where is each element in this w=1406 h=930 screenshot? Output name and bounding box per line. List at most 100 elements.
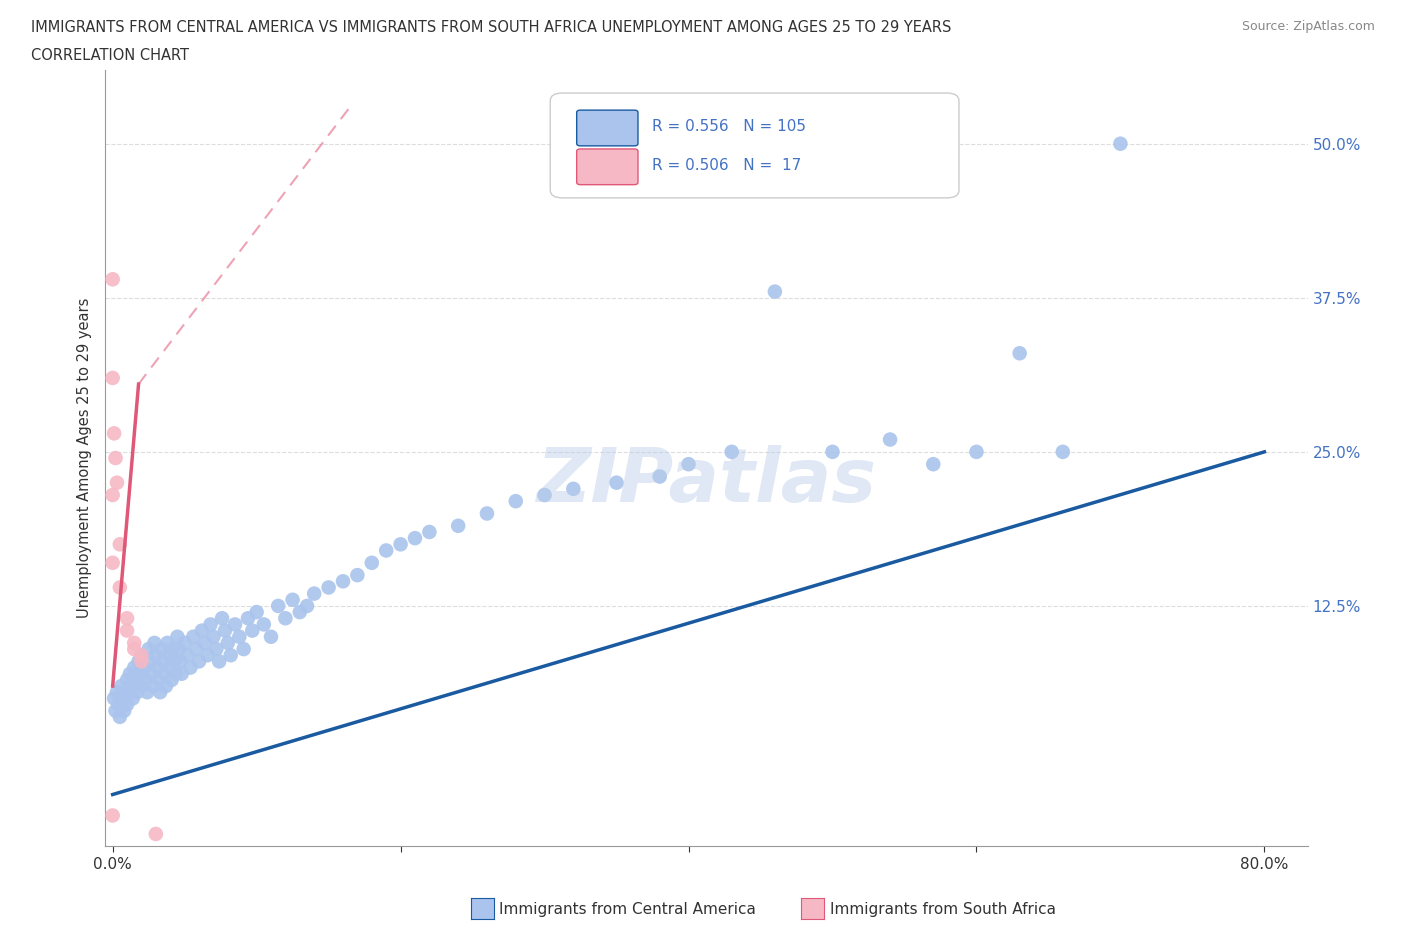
Point [253, 617, 276, 631]
Point [165, 666, 187, 681]
Point [101, 272, 124, 286]
Point [1109, 137, 1132, 152]
Point [224, 617, 246, 631]
Point [104, 703, 127, 718]
Point [118, 666, 141, 681]
Point [606, 475, 628, 490]
Point [389, 537, 412, 551]
Point [108, 710, 131, 724]
Point [105, 475, 128, 490]
Point [145, 648, 167, 663]
Point [232, 642, 254, 657]
Point [219, 648, 242, 663]
Point [103, 691, 125, 706]
Point [246, 604, 269, 619]
Point [117, 684, 139, 699]
Point [197, 648, 219, 663]
Point [475, 506, 498, 521]
Point [208, 654, 231, 669]
Point [191, 623, 214, 638]
Point [156, 635, 179, 650]
Point [295, 599, 318, 614]
Point [418, 525, 440, 539]
Point [181, 630, 204, 644]
Point [153, 666, 176, 681]
Point [188, 654, 211, 669]
Point [149, 684, 172, 699]
Point [260, 630, 283, 644]
Point [186, 642, 208, 657]
Point [160, 672, 183, 687]
Point [159, 660, 181, 675]
Point [965, 445, 987, 459]
Point [148, 672, 170, 687]
Point [533, 487, 555, 502]
Point [115, 698, 138, 712]
Point [146, 660, 169, 675]
Point [131, 648, 153, 663]
Point [114, 684, 136, 699]
Point [101, 487, 124, 502]
Point [288, 604, 311, 619]
Point [138, 642, 160, 657]
Point [143, 635, 166, 650]
Point [157, 648, 180, 663]
Point [135, 672, 157, 687]
Point [346, 567, 368, 582]
FancyBboxPatch shape [550, 93, 959, 198]
Point [127, 684, 149, 699]
Point [101, 808, 124, 823]
Point [214, 623, 236, 638]
Point [194, 635, 217, 650]
Point [821, 445, 844, 459]
Point [108, 537, 131, 551]
Point [1008, 346, 1031, 361]
Point [141, 666, 163, 681]
Point [128, 654, 150, 669]
Point [170, 666, 193, 681]
Point [155, 679, 177, 694]
Point [112, 703, 135, 718]
Point [173, 635, 195, 650]
Point [763, 285, 786, 299]
Point [129, 666, 152, 681]
Point [318, 580, 340, 595]
Point [162, 642, 184, 657]
Point [150, 642, 173, 657]
Point [145, 827, 167, 842]
Point [103, 426, 125, 441]
Text: Immigrants from South Africa: Immigrants from South Africa [830, 902, 1056, 917]
Point [302, 586, 325, 601]
Point [879, 432, 901, 447]
Point [648, 469, 671, 484]
Text: Immigrants from Central America: Immigrants from Central America [499, 902, 756, 917]
Point [274, 611, 297, 626]
Point [404, 531, 426, 546]
Point [1052, 445, 1074, 459]
Point [142, 679, 165, 694]
Point [105, 684, 128, 699]
Point [152, 654, 174, 669]
Point [131, 679, 153, 694]
Point [122, 660, 145, 675]
Point [166, 630, 188, 644]
Point [202, 630, 225, 644]
Point [267, 599, 290, 614]
Text: CORRELATION CHART: CORRELATION CHART [31, 48, 188, 63]
FancyBboxPatch shape [576, 149, 638, 185]
Point [200, 617, 222, 631]
Point [167, 642, 190, 657]
Point [240, 623, 263, 638]
Point [104, 451, 127, 466]
Point [360, 555, 382, 570]
Point [115, 672, 138, 687]
Point [211, 611, 233, 626]
Point [678, 457, 700, 472]
Point [236, 611, 259, 626]
Point [111, 691, 134, 706]
Point [110, 679, 132, 694]
Text: R = 0.556   N = 105: R = 0.556 N = 105 [652, 119, 807, 134]
Point [505, 494, 527, 509]
Point [281, 592, 304, 607]
Point [205, 642, 228, 657]
